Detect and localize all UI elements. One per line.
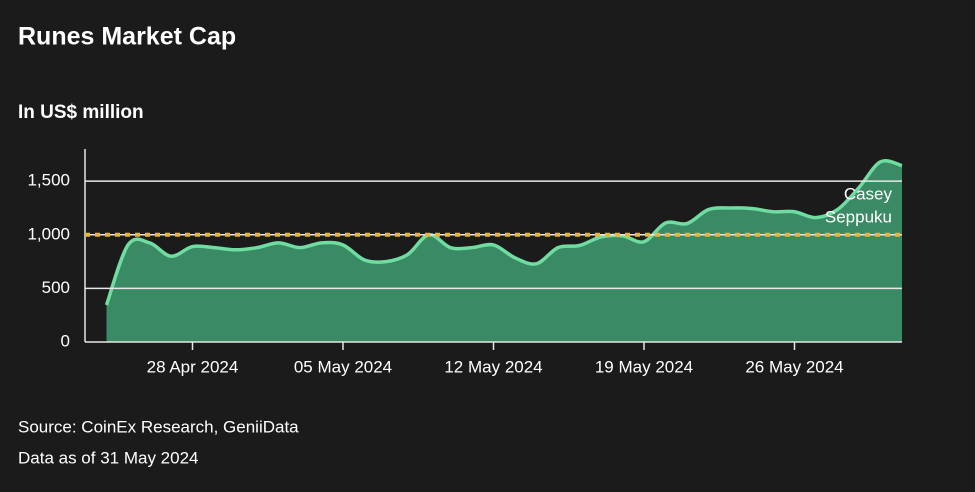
x-tick-label: 19 May 2024 — [595, 357, 693, 376]
y-tick-label: 1,500 — [27, 171, 70, 190]
y-tick-label: 1,000 — [27, 224, 70, 243]
reference-label: Casey — [844, 184, 893, 203]
chart-subtitle: In US$ million — [18, 102, 144, 123]
y-tick-label: 0 — [61, 331, 70, 350]
reference-label: Seppuku — [825, 207, 892, 226]
note: Data as of 31 May 2024 — [18, 448, 199, 467]
x-tick-label: 05 May 2024 — [294, 357, 392, 376]
x-tick-label: 26 May 2024 — [745, 357, 843, 376]
chart-title: Runes Market Cap — [18, 23, 236, 51]
x-tick-label: 12 May 2024 — [444, 357, 542, 376]
area-line — [104, 159, 903, 306]
y-tick-label: 500 — [42, 278, 70, 297]
source: Source: CoinEx Research, GeniiData — [18, 417, 299, 436]
x-tick-label: 28 Apr 2024 — [147, 357, 239, 376]
